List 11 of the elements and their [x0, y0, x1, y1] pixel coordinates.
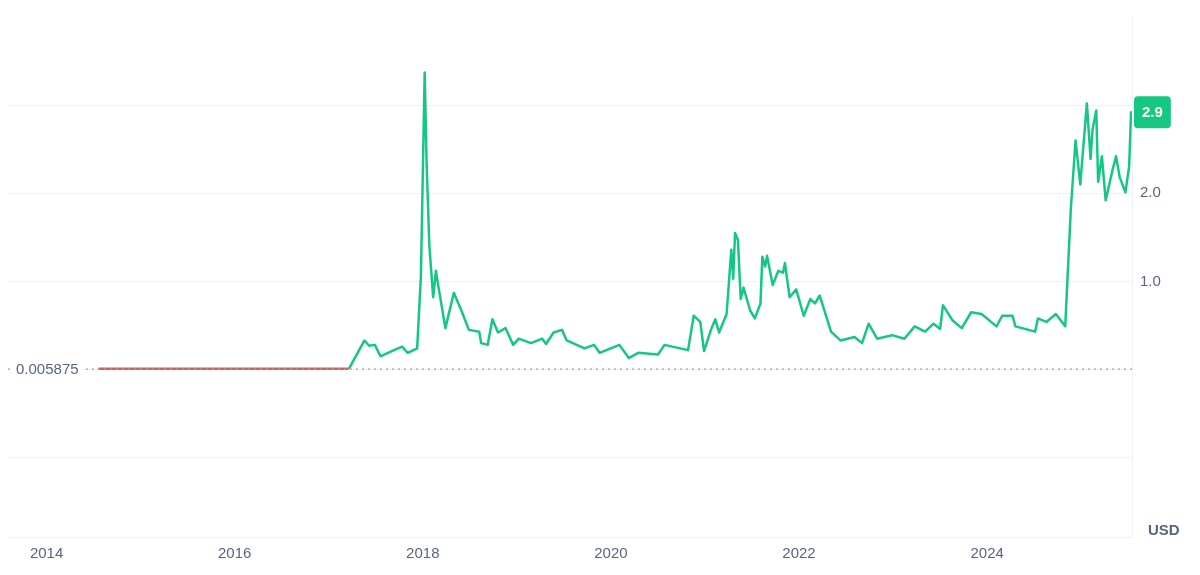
ref-line-label: 0.005875 [16, 360, 79, 378]
x-tick-label: 2024 [970, 544, 1004, 562]
y-axis-title: USD [1148, 521, 1180, 539]
x-tick-label: 2016 [217, 544, 252, 562]
x-tick-label: 2020 [594, 544, 628, 562]
x-tick-label: 2014 [29, 544, 64, 562]
y-tick-label: 2.0 [1140, 183, 1161, 201]
x-tick-label: 2022 [782, 544, 816, 562]
x-tick-label: 2018 [406, 544, 440, 562]
data-label: 2.9 [1142, 103, 1163, 121]
y-tick-label: 1.0 [1140, 271, 1161, 289]
